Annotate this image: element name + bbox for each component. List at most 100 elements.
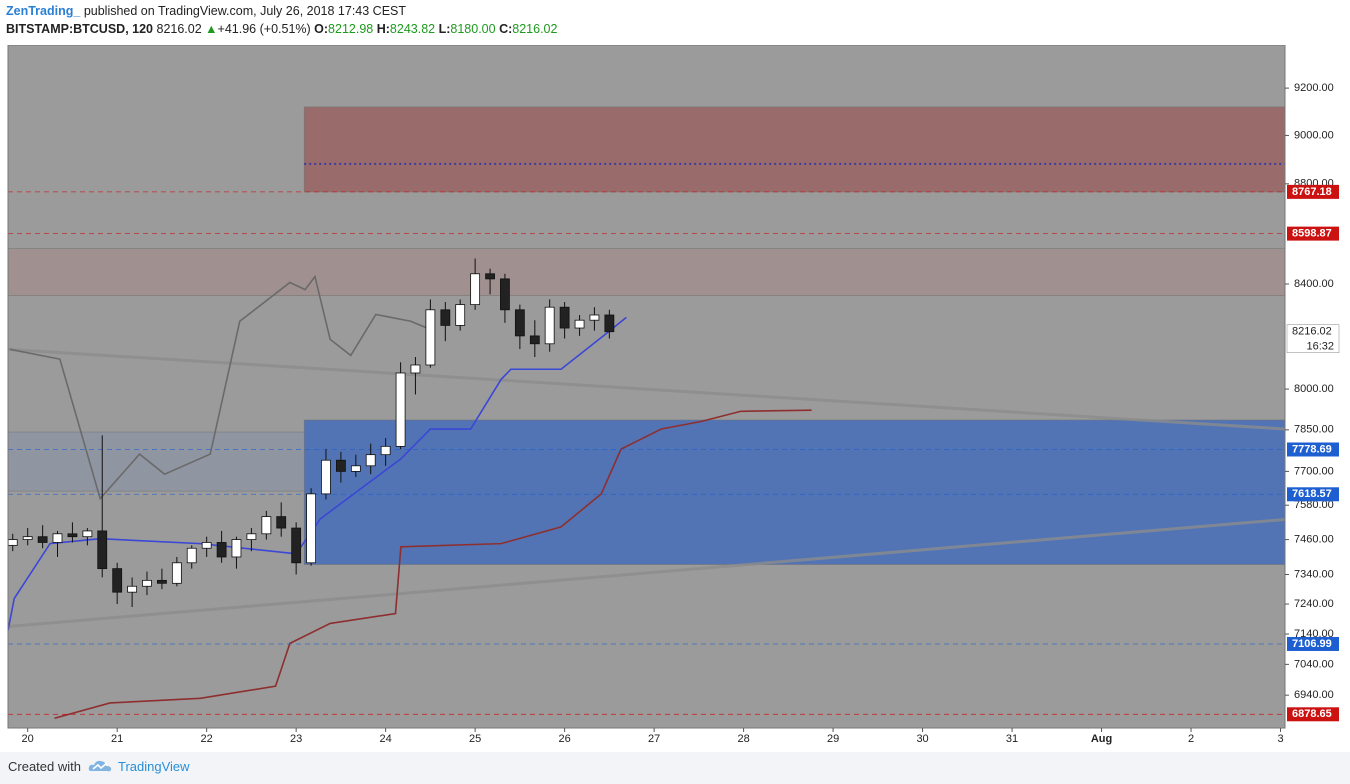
y-tick-label: 7040.00 (1294, 658, 1334, 670)
candle-body (291, 527, 302, 564)
h: 8243.82 (389, 22, 436, 36)
y-tick-label: 9200.00 (1294, 82, 1334, 94)
level-label: 6878.65 (1292, 708, 1332, 720)
level-label-box (1287, 707, 1339, 722)
candle-body (37, 536, 48, 543)
candle-body (574, 319, 585, 329)
candle-body (112, 568, 123, 593)
candle-body (529, 335, 540, 345)
y-tick-label: 7460.00 (1294, 533, 1334, 545)
candle-body (470, 273, 481, 306)
x-tick-label: 23 (290, 733, 302, 745)
change: +41.96 (+0.51%) (217, 22, 311, 36)
y-tick-label: 7340.00 (1294, 568, 1334, 580)
candle-body (246, 533, 257, 540)
publish-line: ZenTrading_ published on TradingView.com… (6, 4, 406, 18)
candle-body (52, 533, 63, 543)
indicator-line (8, 316, 627, 631)
level-label: 8598.87 (1292, 228, 1332, 240)
candle-body (97, 530, 108, 570)
candle-body (186, 547, 197, 564)
level-label-box (1287, 184, 1339, 199)
level-label: 7106.99 (1292, 638, 1332, 650)
indicator-line (54, 409, 812, 720)
x-tick-label: 24 (380, 733, 392, 745)
candle-body (410, 364, 421, 374)
arrow: ▲ (205, 22, 218, 36)
y-tick-label: 7850.00 (1294, 424, 1334, 436)
candle-body (335, 459, 346, 472)
candle-body (589, 314, 600, 321)
chart: 9200.009000.008800.008400.008000.007850.… (0, 45, 1350, 752)
x-tick-label: 26 (558, 733, 570, 745)
y-tick-label: 8400.00 (1294, 278, 1334, 290)
author[interactable]: ZenTrading_ (6, 4, 81, 18)
candle-body (8, 539, 18, 546)
candle-body (500, 278, 510, 311)
x-tick-label: 20 (22, 733, 34, 745)
zone (303, 106, 1285, 193)
level-label-box (1287, 487, 1339, 502)
created: Created with (8, 759, 81, 774)
indicator-line (9, 274, 431, 501)
candle-body (201, 542, 212, 549)
last-price: 8216.02 (1292, 326, 1332, 338)
l-label: L: (438, 22, 451, 36)
x-tick-label: 21 (111, 733, 123, 745)
logo (88, 760, 112, 772)
y-tick-label: 7580.00 (1294, 499, 1334, 511)
candle-body (544, 306, 555, 345)
y-tick-label: 9000.00 (1294, 129, 1334, 141)
level-label: 8767.18 (1292, 186, 1332, 198)
plot-border (7, 45, 1286, 729)
brand[interactable]: TradingView (118, 759, 190, 774)
candle-body (306, 493, 316, 564)
candle-body (261, 516, 272, 535)
candle-body (395, 372, 406, 447)
level-label: 7618.57 (1292, 488, 1332, 500)
y-tick-label: 7700.00 (1294, 465, 1334, 477)
zone (303, 419, 1285, 565)
countdown: 16:32 (1306, 341, 1334, 353)
symbol: BITSTAMP:BTCUSD, 120 (6, 22, 154, 36)
o-label: O: (314, 22, 329, 36)
h-label: H: (376, 22, 390, 36)
footer: Created with TradingView (0, 752, 1350, 784)
last-price-box (1286, 324, 1340, 353)
candle-body (142, 579, 152, 587)
candle-body (440, 309, 451, 326)
c-label: C: (499, 22, 513, 36)
l: 8180.00 (450, 22, 496, 36)
candle-body (350, 465, 361, 472)
y-tick-label: 7240.00 (1294, 598, 1334, 610)
candle-body (231, 539, 242, 558)
zone (8, 248, 1285, 296)
candle-body (321, 459, 331, 495)
x-tick-label: 30 (916, 733, 928, 745)
y-tick-label: 7140.00 (1294, 628, 1334, 640)
x-tick-label: 29 (827, 733, 839, 745)
candle-body (171, 562, 182, 584)
x-tick-label: 25 (469, 733, 481, 745)
published: published on TradingView.com, July 26, 2… (83, 4, 407, 18)
c: 8216.02 (512, 22, 558, 36)
candle-body (127, 585, 138, 593)
candle-body (22, 536, 33, 540)
x-tick-label: 27 (648, 733, 660, 745)
candle-body (82, 530, 93, 538)
y-tick-label: 8000.00 (1294, 383, 1334, 395)
plot (8, 106, 1285, 720)
candle-body (455, 304, 466, 326)
x-tick-label: Aug (1091, 733, 1112, 745)
symbol-line: BITSTAMP:BTCUSD, 120 8216.02 ▲+41.96 (+0… (6, 22, 557, 36)
trendline (8, 517, 1285, 628)
price: 8216.02 (156, 22, 202, 36)
y-tick-label: 6940.00 (1294, 689, 1334, 701)
x-tick-label: 22 (201, 733, 213, 745)
level-label-box (1287, 636, 1339, 651)
x-tick-label: 28 (737, 733, 749, 745)
header: ZenTrading_ published on TradingView.com… (0, 0, 1350, 45)
candle-body (380, 445, 391, 456)
candle-body (365, 454, 376, 467)
